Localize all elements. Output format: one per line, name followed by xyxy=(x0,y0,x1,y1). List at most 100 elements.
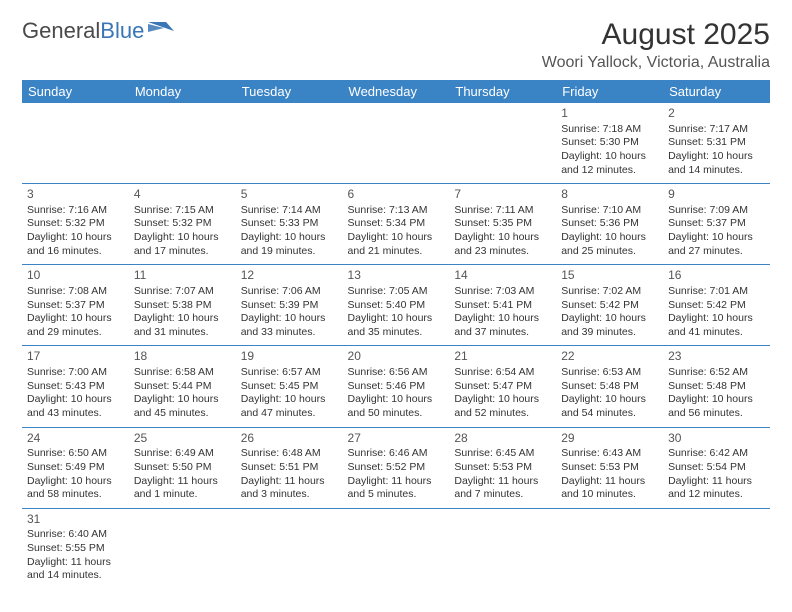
day-number: 11 xyxy=(134,268,231,284)
day-info-line: Sunrise: 6:40 AM xyxy=(27,528,124,542)
day-info-line: Daylight: 10 hours xyxy=(241,231,338,245)
day-info-line: and 3 minutes. xyxy=(241,488,338,502)
day-info-line: Sunrise: 7:02 AM xyxy=(561,285,658,299)
day-info-line: Sunrise: 6:48 AM xyxy=(241,447,338,461)
day-info-line: and 21 minutes. xyxy=(348,245,445,259)
day-info-line: Sunrise: 6:58 AM xyxy=(134,366,231,380)
day-info-line: Sunset: 5:36 PM xyxy=(561,217,658,231)
day-info-line: and 47 minutes. xyxy=(241,407,338,421)
day-info-line: Sunrise: 6:52 AM xyxy=(668,366,765,380)
day-info-line: and 37 minutes. xyxy=(454,326,551,340)
day-info-line: Daylight: 11 hours xyxy=(561,475,658,489)
calendar-cell xyxy=(556,508,663,589)
day-number: 2 xyxy=(668,106,765,122)
day-info-line: Sunrise: 7:18 AM xyxy=(561,123,658,137)
day-number: 4 xyxy=(134,187,231,203)
day-info-line: Sunrise: 6:57 AM xyxy=(241,366,338,380)
day-info-line: Sunset: 5:43 PM xyxy=(27,380,124,394)
day-info-line: and 12 minutes. xyxy=(668,488,765,502)
day-info-line: Daylight: 10 hours xyxy=(561,231,658,245)
day-info-line: Daylight: 10 hours xyxy=(348,312,445,326)
logo: GeneralBlue xyxy=(22,18,174,44)
day-info-line: and 12 minutes. xyxy=(561,164,658,178)
calendar-cell: 6Sunrise: 7:13 AMSunset: 5:34 PMDaylight… xyxy=(343,184,450,265)
day-info-line: Sunrise: 7:16 AM xyxy=(27,204,124,218)
calendar-cell xyxy=(663,508,770,589)
column-header: Monday xyxy=(129,80,236,103)
day-number: 12 xyxy=(241,268,338,284)
calendar-cell: 1Sunrise: 7:18 AMSunset: 5:30 PMDaylight… xyxy=(556,103,663,184)
day-number: 5 xyxy=(241,187,338,203)
day-info-line: Sunset: 5:34 PM xyxy=(348,217,445,231)
day-info-line: Sunrise: 6:45 AM xyxy=(454,447,551,461)
calendar-week: 24Sunrise: 6:50 AMSunset: 5:49 PMDayligh… xyxy=(22,427,770,508)
day-info-line: Sunset: 5:48 PM xyxy=(561,380,658,394)
day-info-line: Daylight: 10 hours xyxy=(668,393,765,407)
day-info-line: Daylight: 10 hours xyxy=(241,393,338,407)
calendar-cell xyxy=(236,508,343,589)
day-info-line: Sunset: 5:30 PM xyxy=(561,136,658,150)
day-info-line: Daylight: 11 hours xyxy=(668,475,765,489)
day-info-line: Sunset: 5:46 PM xyxy=(348,380,445,394)
day-number: 6 xyxy=(348,187,445,203)
day-info-line: Daylight: 10 hours xyxy=(27,312,124,326)
day-number: 31 xyxy=(27,512,124,528)
day-number: 8 xyxy=(561,187,658,203)
day-info-line: Daylight: 10 hours xyxy=(348,231,445,245)
day-info-line: Sunrise: 7:08 AM xyxy=(27,285,124,299)
day-info-line: Sunset: 5:32 PM xyxy=(27,217,124,231)
day-info-line: Daylight: 10 hours xyxy=(561,312,658,326)
calendar-body: 1Sunrise: 7:18 AMSunset: 5:30 PMDaylight… xyxy=(22,103,770,589)
day-info-line: and 16 minutes. xyxy=(27,245,124,259)
day-info-line: and 35 minutes. xyxy=(348,326,445,340)
day-info-line: Daylight: 11 hours xyxy=(454,475,551,489)
day-info-line: and 31 minutes. xyxy=(134,326,231,340)
calendar-cell: 11Sunrise: 7:07 AMSunset: 5:38 PMDayligh… xyxy=(129,265,236,346)
day-info-line: Daylight: 10 hours xyxy=(454,312,551,326)
day-info-line: Sunset: 5:35 PM xyxy=(454,217,551,231)
calendar-cell: 29Sunrise: 6:43 AMSunset: 5:53 PMDayligh… xyxy=(556,427,663,508)
day-info-line: Daylight: 10 hours xyxy=(27,475,124,489)
calendar-cell xyxy=(129,508,236,589)
day-info-line: Sunset: 5:37 PM xyxy=(668,217,765,231)
day-number: 30 xyxy=(668,431,765,447)
calendar-cell: 13Sunrise: 7:05 AMSunset: 5:40 PMDayligh… xyxy=(343,265,450,346)
day-info-line: and 56 minutes. xyxy=(668,407,765,421)
day-info-line: and 39 minutes. xyxy=(561,326,658,340)
calendar-cell: 28Sunrise: 6:45 AMSunset: 5:53 PMDayligh… xyxy=(449,427,556,508)
day-info-line: Daylight: 10 hours xyxy=(454,393,551,407)
day-info-line: Sunrise: 6:54 AM xyxy=(454,366,551,380)
calendar-cell: 14Sunrise: 7:03 AMSunset: 5:41 PMDayligh… xyxy=(449,265,556,346)
day-info-line: Sunset: 5:39 PM xyxy=(241,299,338,313)
column-header: Saturday xyxy=(663,80,770,103)
day-info-line: Daylight: 10 hours xyxy=(561,393,658,407)
day-info-line: and 14 minutes. xyxy=(668,164,765,178)
day-info-line: Sunset: 5:41 PM xyxy=(454,299,551,313)
day-info-line: Sunrise: 7:01 AM xyxy=(668,285,765,299)
day-info-line: Sunset: 5:48 PM xyxy=(668,380,765,394)
day-number: 9 xyxy=(668,187,765,203)
calendar-cell: 17Sunrise: 7:00 AMSunset: 5:43 PMDayligh… xyxy=(22,346,129,427)
day-info-line: Daylight: 10 hours xyxy=(561,150,658,164)
day-info-line: Sunrise: 6:53 AM xyxy=(561,366,658,380)
day-info-line: Sunset: 5:49 PM xyxy=(27,461,124,475)
day-info-line: and 23 minutes. xyxy=(454,245,551,259)
day-number: 26 xyxy=(241,431,338,447)
day-number: 18 xyxy=(134,349,231,365)
day-info-line: and 43 minutes. xyxy=(27,407,124,421)
day-number: 23 xyxy=(668,349,765,365)
day-number: 13 xyxy=(348,268,445,284)
day-info-line: Sunrise: 7:00 AM xyxy=(27,366,124,380)
calendar-week: 3Sunrise: 7:16 AMSunset: 5:32 PMDaylight… xyxy=(22,184,770,265)
calendar-cell xyxy=(343,103,450,184)
day-info-line: Daylight: 10 hours xyxy=(134,393,231,407)
day-info-line: and 29 minutes. xyxy=(27,326,124,340)
day-info-line: and 54 minutes. xyxy=(561,407,658,421)
day-info-line: Sunset: 5:47 PM xyxy=(454,380,551,394)
day-info-line: and 1 minute. xyxy=(134,488,231,502)
column-header: Sunday xyxy=(22,80,129,103)
calendar-cell: 15Sunrise: 7:02 AMSunset: 5:42 PMDayligh… xyxy=(556,265,663,346)
day-info-line: Sunset: 5:52 PM xyxy=(348,461,445,475)
day-info-line: Sunset: 5:45 PM xyxy=(241,380,338,394)
day-info-line: Sunrise: 6:56 AM xyxy=(348,366,445,380)
